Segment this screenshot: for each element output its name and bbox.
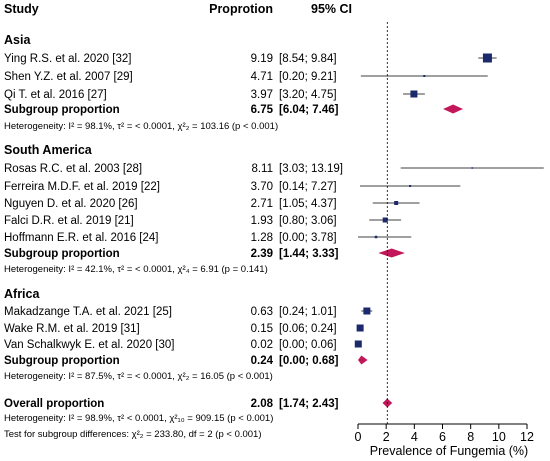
x-tick-label: 4: [411, 430, 418, 444]
study-row-ci: [0.20; 9.21]: [279, 71, 337, 83]
study-row-estimate: 0.02: [251, 339, 273, 351]
subgroup-diamond: [358, 355, 368, 365]
study-row-label: Nguyen D. et al. 2020 [26]: [4, 198, 138, 210]
study-row-label: Qi T. et al. 2016 [27]: [4, 89, 107, 101]
study-square: [356, 324, 364, 332]
subgroup-row-ci: [1.44; 3.33]: [279, 248, 339, 260]
group-title: Africa: [4, 287, 40, 301]
heterogeneity-text: Heterogeneity: I² = 98.1%, τ² = < 0.0001…: [4, 121, 278, 132]
overall-heterogeneity-text: Heterogeneity: I² = 98.9%, τ² < 0.0001, …: [4, 413, 273, 424]
heterogeneity-text: Heterogeneity: I² = 42.1%, τ² = < 0.0001…: [4, 264, 268, 275]
subgroup-row-estimate: 2.39: [251, 248, 273, 260]
header-proportion: Proprotion: [209, 2, 273, 16]
overall-row-label: Overall proportion: [4, 398, 104, 410]
heterogeneity-text: Heterogeneity: I² = 87.5%, τ² = < 0.0001…: [4, 371, 273, 382]
subgroup-test-text: Test for subgroup differences: χ²₂ = 233…: [4, 429, 262, 440]
subgroup-diamond: [378, 248, 405, 258]
overall-row-ci: [1.74; 2.43]: [279, 398, 339, 410]
study-row-estimate: 3.97: [251, 89, 273, 101]
subgroup-diamond: [443, 104, 464, 114]
study-row-label: Rosas R.C. et al. 2003 [28]: [4, 163, 142, 175]
study-row-estimate: 2.71: [251, 198, 273, 210]
study-row-ci: [0.06; 0.24]: [279, 323, 337, 335]
subgroup-row-ci: [6.04; 7.46]: [279, 104, 339, 116]
study-square: [410, 90, 418, 98]
study-square: [471, 167, 473, 169]
x-tick-label: 12: [520, 430, 534, 444]
forest-rows: Asia Ying R.S. et al. 2020 [32] 9.19 [8.54;…: [4, 22, 544, 440]
study-row-ci: [0.24; 1.01]: [279, 306, 337, 318]
study-square: [394, 201, 399, 205]
study-row-ci: [0.00; 3.78]: [279, 232, 337, 244]
group-title: South America: [4, 143, 93, 157]
study-row-label: Falci D.R. et al. 2019 [21]: [4, 215, 134, 227]
subgroup-row-ci: [0.00; 0.68]: [279, 355, 339, 367]
study-square: [374, 235, 378, 239]
study-square: [382, 217, 388, 223]
x-tick-label: 0: [355, 430, 362, 444]
study-row-estimate: 8.11: [251, 163, 273, 175]
study-row-label: Ferreira M.D.F. et al. 2019 [22]: [4, 181, 160, 193]
study-row-estimate: 4.71: [251, 71, 273, 83]
study-row-label: Ying R.S. et al. 2020 [32]: [4, 53, 131, 65]
study-square: [354, 340, 362, 348]
study-row-ci: [0.14; 7.27]: [279, 181, 337, 193]
x-axis-label: Prevalence of Fungemia (%): [370, 444, 528, 458]
study-row-ci: [3.03; 13.19]: [279, 163, 343, 175]
study-row-estimate: 1.93: [251, 215, 273, 227]
study-row-label: Van Schalkwyk E. et al. 2020 [30]: [4, 339, 174, 351]
study-row-ci: [8.54; 9.84]: [279, 53, 337, 65]
overall-row-estimate: 2.08: [251, 398, 274, 410]
study-row-label: Makadzange T.A. et al. 2021 [25]: [4, 306, 172, 318]
study-row-estimate: 0.15: [251, 323, 273, 335]
study-square: [409, 185, 412, 187]
study-row-ci: [3.20; 4.75]: [279, 89, 337, 101]
study-row-label: Hoffmann E.R. et al. 2016 [24]: [4, 232, 159, 244]
group-title: Asia: [4, 33, 31, 47]
x-tick-label: 6: [439, 430, 446, 444]
study-row-estimate: 0.63: [251, 306, 273, 318]
x-tick-label: 8: [467, 430, 474, 444]
x-tick-label: 10: [492, 430, 506, 444]
subgroup-row-estimate: 0.24: [251, 355, 274, 367]
study-row-label: Shen Y.Z. et al. 2007 [29]: [4, 71, 133, 83]
study-square: [363, 307, 371, 315]
subgroup-row-estimate: 6.75: [251, 104, 274, 116]
x-tick-label: 2: [383, 430, 390, 444]
subgroup-row-label: Subgroup proportion: [4, 104, 120, 116]
header-study: Study: [4, 2, 39, 16]
study-square: [482, 53, 492, 63]
header-ci: 95% CI: [311, 2, 352, 16]
study-row-ci: [1.05; 4.37]: [279, 198, 337, 210]
study-row-estimate: 3.70: [251, 181, 273, 193]
study-square: [423, 75, 426, 77]
x-axis: 0 2 4 6 8 10 12: [355, 423, 534, 444]
subgroup-row-label: Subgroup proportion: [4, 355, 120, 367]
study-row-estimate: 9.19: [251, 53, 273, 65]
study-row-ci: [0.00; 0.06]: [279, 339, 337, 351]
study-row-estimate: 1.28: [251, 232, 273, 244]
study-row-label: Wake R.M. et al. 2019 [31]: [4, 323, 140, 335]
subgroup-row-label: Subgroup proportion: [4, 248, 120, 260]
study-row-ci: [0.80; 3.06]: [279, 215, 337, 227]
